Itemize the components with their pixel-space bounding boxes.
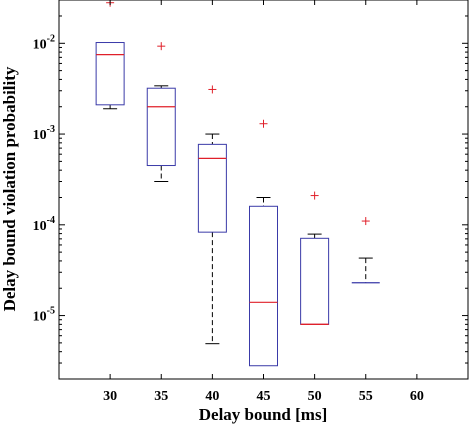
plot-layer	[95, 0, 380, 367]
plot-frame	[58, 0, 469, 380]
box-iqr	[197, 143, 227, 233]
y-axis-label: Delay bound violation probability	[0, 66, 19, 311]
box-group-55	[351, 217, 380, 284]
x-tick-label: 60	[410, 389, 424, 404]
box-group-45	[249, 119, 278, 367]
x-tick-label: 50	[308, 389, 322, 404]
x-tick-label: 30	[103, 389, 117, 404]
box-iqr	[249, 205, 278, 367]
outlier-marker	[259, 119, 268, 128]
x-tick-label: 55	[359, 389, 373, 404]
outlier-marker	[208, 85, 217, 94]
axis-layer: 30 35 40 45 50 55 60 10-5 10-4 10-3 10-2	[33, 0, 468, 404]
box-group-40	[197, 85, 227, 345]
box-group-50	[300, 191, 330, 325]
x-tick-label: 35	[154, 389, 168, 404]
box-group-35	[146, 42, 176, 183]
outlier-marker	[361, 217, 370, 226]
y-tick-label: 10-3	[33, 124, 55, 143]
box-iqr	[146, 87, 176, 167]
box-group-30	[95, 0, 125, 110]
box-iqr	[95, 42, 125, 106]
x-tick-label: 45	[257, 389, 271, 404]
y-tick-label: 10-4	[33, 215, 55, 234]
x-axis-label: Delay bound [ms]	[199, 405, 327, 424]
outlier-marker	[310, 191, 319, 200]
x-tick-label: 40	[205, 389, 219, 404]
y-tick-label: 10-2	[33, 33, 55, 52]
box-iqr	[300, 237, 330, 325]
y-tick-label: 10-5	[33, 306, 55, 325]
outlier-marker	[157, 42, 166, 51]
